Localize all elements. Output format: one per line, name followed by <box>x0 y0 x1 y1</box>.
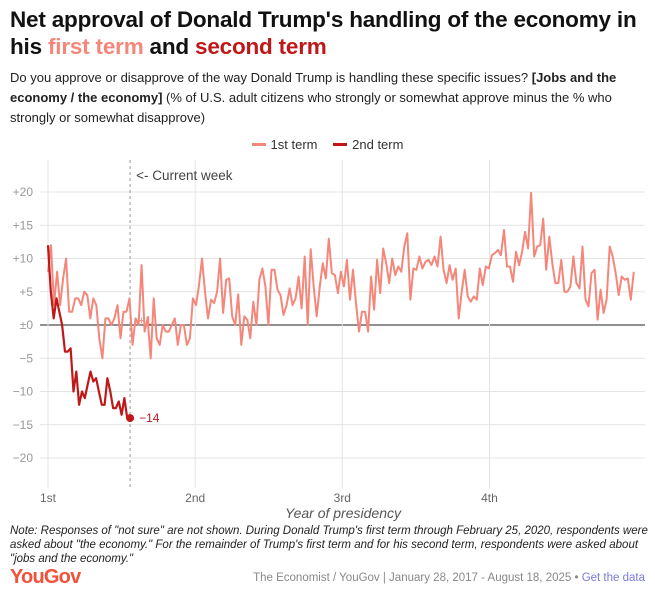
x-tick-label: 1st <box>40 491 57 505</box>
chart-note: Note: Responses of "not sure" are not sh… <box>10 525 648 565</box>
x-axis-label: Year of presidency <box>285 505 402 521</box>
chart-title: Net approval of Donald Trump's handling … <box>10 6 650 60</box>
title-text-mid: and <box>143 34 196 59</box>
legend: 1st term 2nd term <box>0 134 655 152</box>
y-tick-label: +5 <box>19 285 33 299</box>
second-term-current-point <box>126 414 135 423</box>
y-tick-label: ±0 <box>20 318 34 332</box>
get-the-data-link[interactable]: Get the data <box>581 572 645 584</box>
source-line: The Economist / YouGov | January 28, 201… <box>253 572 645 584</box>
source-text: The Economist / YouGov | January 28, 201… <box>253 572 572 584</box>
x-tick-label: 2nd <box>185 491 205 505</box>
x-tick-label: 4th <box>481 491 498 505</box>
separator: • <box>571 572 582 584</box>
current-week-label: <- Current week <box>136 168 233 183</box>
first-term-line <box>47 191 635 360</box>
legend-label: 1st term <box>270 137 318 152</box>
y-tick-label: −10 <box>13 385 34 399</box>
y-tick-label: −20 <box>13 451 34 465</box>
legend-item-first-term[interactable]: 1st term <box>251 137 318 152</box>
y-tick-label: −15 <box>13 418 34 432</box>
yougov-logo: YouGov <box>10 566 81 588</box>
title-first-term: first term <box>47 34 144 59</box>
subtitle-definition: (% of U.S. adult citizens who strongly o… <box>10 90 612 125</box>
legend-swatch <box>251 143 266 146</box>
title-text: Net approval of Donald Trump's handling … <box>10 7 637 59</box>
chart-subtitle: Do you approve or disapprove of the way … <box>10 68 650 128</box>
line-chart: +20 +15 +10 +5 ±0 −5 −10 −15 −20 1st 2nd 3rd 4th Year… <box>13 160 645 521</box>
second-term-line <box>46 245 129 419</box>
x-tick-label: 3rd <box>334 491 351 505</box>
y-tick-label: +15 <box>13 218 34 232</box>
legend-label: 2nd term <box>352 137 404 152</box>
legend-swatch <box>333 143 348 146</box>
legend-item-second-term[interactable]: 2nd term <box>333 137 403 152</box>
y-tick-label: −5 <box>19 351 33 365</box>
y-tick-label: +20 <box>13 185 34 199</box>
subtitle-text: Do you approve or disapprove of the way … <box>10 70 532 85</box>
subtitle-question: [Jobs and the economy / the economy] <box>10 70 617 105</box>
title-second-term: second term <box>195 34 327 59</box>
y-tick-label: +10 <box>13 252 34 266</box>
second-term-current-label: −14 <box>139 411 160 425</box>
first-term-current-label: +1 <box>138 313 152 327</box>
